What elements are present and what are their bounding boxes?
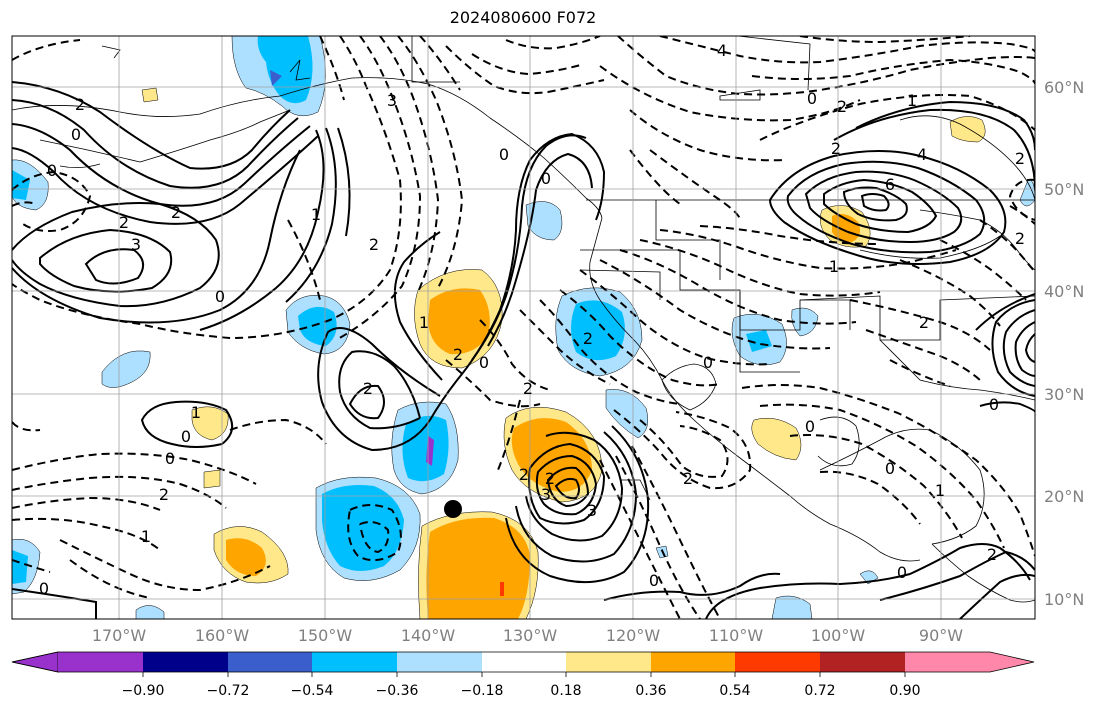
colorbar-segment [482, 652, 568, 672]
contour-label: 0 [703, 353, 713, 372]
contour-label: 2 [523, 379, 533, 398]
lon-label: 100°W [810, 626, 866, 645]
colorbar-segment [397, 652, 483, 672]
contour-label: 1 [311, 205, 321, 224]
contour-label: 0 [47, 161, 57, 180]
lon-label: 160°W [194, 626, 250, 645]
contour-label: 2 [171, 203, 181, 222]
lat-label: 20°N [1044, 487, 1085, 506]
contour-label: 0 [39, 579, 49, 598]
colorbar-segment [228, 652, 314, 672]
contour-label: 0 [479, 353, 489, 372]
colorbar-segment [735, 652, 821, 672]
contour-label: 2 [363, 379, 373, 398]
colorbar-tick-label: 0.18 [550, 683, 582, 699]
contour-label: 0 [165, 449, 175, 468]
contour-labels: 4 3 2 2 0 1 0 2 2 3 1 0 2 0 1 0 0 2 1 0 … [39, 41, 1025, 598]
lon-label: 110°W [708, 626, 764, 645]
lon-label: 120°W [605, 626, 661, 645]
lat-label: 10°N [1044, 590, 1085, 609]
contour-label: 3 [587, 501, 597, 520]
contour-label: 2 [919, 313, 929, 332]
colorbar [11, 651, 1035, 677]
contour-label: 0 [71, 125, 81, 144]
contour-label: 0 [215, 287, 225, 306]
contour-label: 1 [935, 481, 945, 500]
contour-label: 0 [499, 145, 509, 164]
contour-label: 1 [829, 257, 839, 276]
contour-label: 2 [453, 345, 463, 364]
colorbar-tick-label: −0.72 [206, 683, 250, 699]
contour-label: 2 [75, 95, 85, 114]
contour-label: 2 [1015, 149, 1025, 168]
contour-label: 2 [159, 485, 169, 504]
contour-label: 0 [541, 169, 551, 188]
contour-label: 0 [897, 563, 907, 582]
contour-label: 2 [519, 465, 529, 484]
colorbar-tick-label: 0.72 [804, 683, 836, 699]
lat-label: 40°N [1044, 282, 1085, 301]
shaded-field [12, 36, 1035, 619]
map-title: 2024080600 F072 [449, 8, 597, 27]
contour-label: 4 [917, 145, 927, 164]
contour-label: 2 [119, 213, 129, 232]
contour-label: 0 [807, 89, 817, 108]
lon-label: 150°W [297, 626, 353, 645]
contour-label: 0 [805, 417, 815, 436]
colorbar-segment [820, 652, 906, 672]
colorbar-max-extend [905, 652, 1034, 672]
contour-label: 2 [583, 329, 593, 348]
contour-label: 1 [419, 313, 429, 332]
colorbar-segment [651, 652, 737, 672]
colorbar-tick-label: 0.90 [889, 683, 921, 699]
map-frame [11, 35, 1036, 620]
contour-label: 2 [831, 139, 841, 158]
contour-label: 2 [683, 469, 693, 488]
lat-label: 30°N [1044, 385, 1085, 404]
contour-label: 1 [191, 403, 201, 422]
contour-label: 3 [387, 91, 397, 110]
contour-label: 2 [369, 235, 379, 254]
colorbar-min-extend [11, 651, 59, 673]
contour-label: 0 [649, 571, 659, 590]
contour-label: 1 [141, 527, 151, 546]
lon-label: 90°W [918, 626, 964, 645]
contour-label: 0 [885, 459, 895, 478]
contour-label: 0 [989, 395, 999, 414]
contour-label: 4 [717, 41, 727, 60]
contour-label: 2 [837, 97, 847, 116]
colorbar-segment [566, 652, 652, 672]
lat-label: 50°N [1044, 180, 1085, 199]
storm-center-dot [444, 500, 462, 518]
contour-label: 6 [885, 175, 895, 194]
solid-contours [12, 81, 1035, 619]
colorbar-tick-label: −0.90 [121, 683, 165, 699]
colorbar-segment [143, 652, 229, 672]
dashed-contours [12, 36, 1035, 619]
graticule [12, 36, 1035, 619]
colorbar-tick-label: −0.36 [375, 683, 419, 699]
lon-label: 170°W [91, 626, 147, 645]
lon-label: 140°W [400, 626, 456, 645]
contour-label: 2 [1015, 229, 1025, 248]
contour-label: 3 [131, 235, 141, 254]
colorbar-tick-label: −0.18 [460, 683, 504, 699]
contour-label: 1 [907, 91, 917, 110]
colorbar-tick-label: 0.54 [719, 683, 751, 699]
contour-label: 3 [541, 485, 551, 504]
colorbar-segment [312, 652, 398, 672]
contour-label: 2 [545, 469, 555, 488]
contour-label: 0 [181, 427, 191, 446]
lat-label: 60°N [1044, 78, 1085, 97]
colorbar-tick-label: 0.36 [635, 683, 667, 699]
colorbar-segment [58, 652, 144, 672]
colorbar-tick-label: −0.54 [290, 683, 334, 699]
lon-label: 130°W [502, 626, 558, 645]
contour-label: 2 [987, 545, 997, 564]
